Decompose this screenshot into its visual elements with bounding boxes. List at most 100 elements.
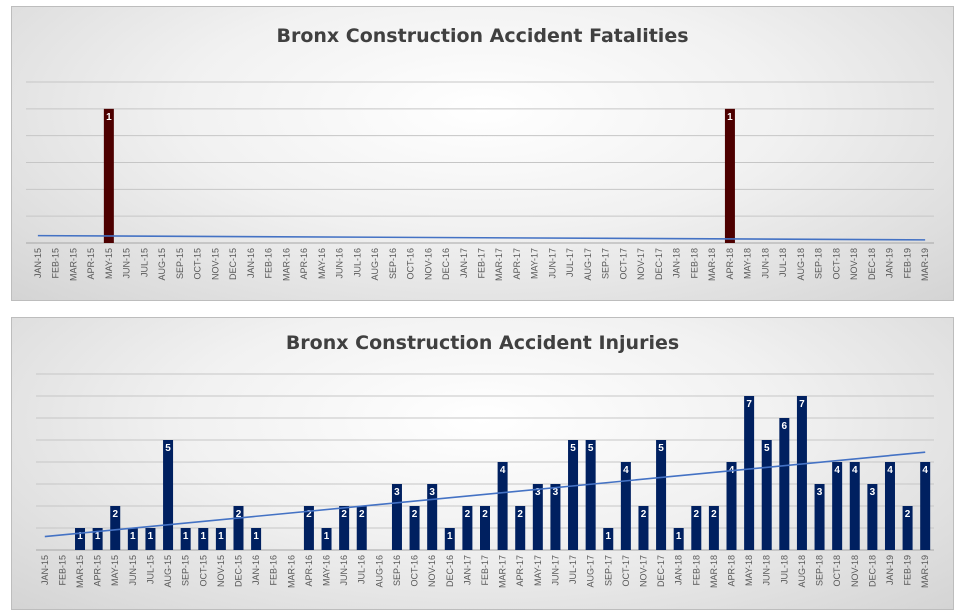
data-label: 5 bbox=[588, 443, 594, 454]
bar bbox=[761, 440, 772, 550]
data-label: 2 bbox=[517, 509, 523, 520]
bar bbox=[497, 462, 508, 550]
x-tick-label: MAR-19 bbox=[920, 555, 930, 588]
x-tick-label: SEP-15 bbox=[181, 555, 191, 586]
x-tick-label: NOV-18 bbox=[849, 248, 859, 280]
data-label: 1 bbox=[183, 531, 189, 542]
x-tick-label: NOV-15 bbox=[210, 248, 220, 280]
data-label: 2 bbox=[112, 509, 118, 520]
x-tick-label: APR-17 bbox=[515, 555, 525, 587]
x-tick-label: MAR-19 bbox=[920, 248, 930, 281]
x-tick-label: DEC-15 bbox=[228, 248, 238, 280]
data-label: 3 bbox=[535, 487, 541, 498]
bar bbox=[902, 506, 913, 550]
x-tick-label: DEC-18 bbox=[867, 248, 877, 280]
bar bbox=[708, 506, 719, 550]
x-tick-label: AUG-15 bbox=[163, 555, 173, 588]
x-tick-label: JAN-17 bbox=[459, 248, 469, 278]
bar bbox=[603, 528, 614, 550]
data-label: 2 bbox=[694, 509, 700, 520]
bar bbox=[656, 440, 667, 550]
x-tick-label: APR-18 bbox=[727, 555, 737, 587]
bar bbox=[462, 506, 473, 550]
data-label: 4 bbox=[834, 465, 840, 476]
x-tick-label: MAY-16 bbox=[317, 248, 327, 279]
x-tick-label: AUG-16 bbox=[374, 555, 384, 588]
x-tick-label: MAR-16 bbox=[281, 248, 291, 281]
bar bbox=[321, 528, 332, 550]
bar bbox=[620, 462, 631, 550]
x-tick-label: MAR-18 bbox=[707, 248, 717, 281]
fatalities-chart-svg: JAN-15 FEB-15 MAR-15 APR-15 1 MAY-15 JUN-15 JUL… bbox=[26, 81, 934, 281]
x-tick-label: NOV-17 bbox=[638, 555, 648, 587]
x-tick-label: MAR-17 bbox=[498, 555, 508, 588]
x-tick-label: JUL-18 bbox=[779, 555, 789, 584]
x-tick-label: JUL-15 bbox=[139, 248, 149, 277]
data-label: 2 bbox=[412, 509, 418, 520]
x-tick-label: FEB-15 bbox=[51, 248, 61, 279]
x-tick-label: MAR-18 bbox=[709, 555, 719, 588]
bar bbox=[532, 484, 543, 550]
data-label: 4 bbox=[887, 465, 893, 476]
x-tick-label: FEB-19 bbox=[902, 248, 912, 279]
x-tick-label: FEB-15 bbox=[57, 555, 67, 586]
x-tick-label: MAY-17 bbox=[530, 248, 540, 279]
x-tick-label: DEC-18 bbox=[867, 555, 877, 587]
x-tick-label: OCT-15 bbox=[198, 555, 208, 587]
bar bbox=[726, 462, 737, 550]
x-tick-label: JAN-15 bbox=[33, 248, 43, 278]
bar bbox=[356, 506, 367, 550]
bar bbox=[638, 506, 649, 550]
x-tick-label: JUN-15 bbox=[122, 248, 132, 279]
bar bbox=[303, 506, 314, 550]
x-tick-label: OCT-16 bbox=[410, 555, 420, 587]
data-label: 3 bbox=[553, 487, 559, 498]
x-tick-label: MAY-17 bbox=[533, 555, 543, 586]
x-tick-label: NOV-15 bbox=[216, 555, 226, 587]
x-tick-label: OCT-16 bbox=[406, 248, 416, 280]
bar bbox=[427, 484, 438, 550]
bar bbox=[884, 462, 895, 550]
x-tick-label: APR-16 bbox=[299, 248, 309, 280]
data-label: 2 bbox=[465, 509, 471, 520]
x-tick-label: NOV-16 bbox=[423, 248, 433, 280]
data-label: 3 bbox=[817, 487, 823, 498]
x-tick-label: JAN-19 bbox=[885, 555, 895, 585]
x-tick-label: DEC-17 bbox=[656, 555, 666, 587]
x-tick-label: MAR-16 bbox=[286, 555, 296, 588]
data-label: 1 bbox=[130, 531, 136, 542]
x-tick-label: APR-15 bbox=[93, 555, 103, 587]
x-tick-label: MAR-15 bbox=[68, 248, 78, 281]
x-tick-label: JAN-15 bbox=[40, 555, 50, 585]
x-tick-label: OCT-17 bbox=[621, 555, 631, 587]
data-label: 1 bbox=[95, 531, 101, 542]
bar bbox=[480, 506, 490, 550]
data-label: 4 bbox=[500, 465, 506, 476]
x-tick-label: APR-15 bbox=[86, 248, 96, 280]
x-tick-label: MAY-18 bbox=[744, 555, 754, 586]
data-label: 6 bbox=[782, 421, 788, 432]
fatalities-chart-panel: Bronx Construction Accident Fatalities J… bbox=[11, 6, 954, 301]
x-tick-label: SEP-17 bbox=[603, 555, 613, 586]
bar bbox=[585, 440, 596, 550]
x-tick-label: OCT-18 bbox=[831, 248, 841, 280]
bar bbox=[920, 462, 931, 550]
x-tick-label: SEP-15 bbox=[175, 248, 185, 279]
bar bbox=[673, 528, 684, 550]
bar bbox=[444, 528, 455, 550]
data-label: 1 bbox=[218, 531, 224, 542]
data-label: 2 bbox=[482, 509, 488, 520]
data-label: 2 bbox=[905, 509, 911, 520]
x-tick-label: FEB-19 bbox=[903, 555, 913, 586]
x-tick-label: MAR-15 bbox=[75, 555, 85, 588]
bar bbox=[127, 528, 138, 550]
data-label: 1 bbox=[727, 112, 733, 123]
data-label: 1 bbox=[253, 531, 259, 542]
x-tick-label: APR-16 bbox=[304, 555, 314, 587]
bar bbox=[92, 528, 103, 550]
data-label: 1 bbox=[77, 531, 83, 542]
data-label: 2 bbox=[641, 509, 647, 520]
x-tick-label: MAY-15 bbox=[110, 555, 120, 586]
x-tick-label: AUG-16 bbox=[370, 248, 380, 281]
data-label: 4 bbox=[922, 465, 928, 476]
